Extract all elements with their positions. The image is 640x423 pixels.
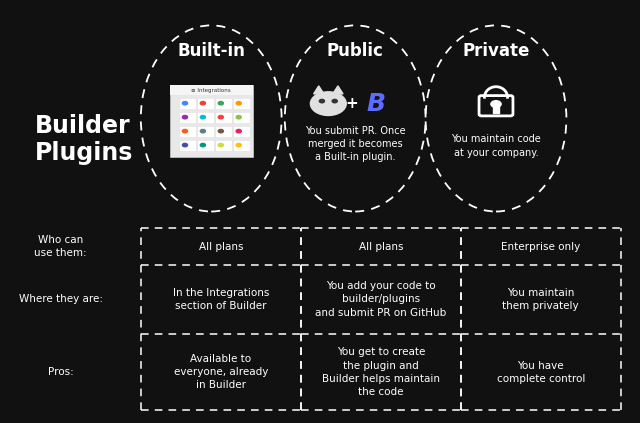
Circle shape bbox=[236, 143, 241, 147]
FancyBboxPatch shape bbox=[216, 113, 232, 124]
Circle shape bbox=[182, 102, 188, 105]
FancyBboxPatch shape bbox=[170, 85, 253, 95]
FancyBboxPatch shape bbox=[180, 126, 196, 137]
Circle shape bbox=[319, 99, 324, 103]
Text: Enterprise only: Enterprise only bbox=[501, 242, 580, 252]
Circle shape bbox=[182, 115, 188, 119]
Text: You add your code to
builder/plugins
and submit PR on GitHub: You add your code to builder/plugins and… bbox=[315, 281, 447, 318]
Circle shape bbox=[182, 129, 188, 133]
FancyBboxPatch shape bbox=[180, 99, 196, 110]
Text: All plans: All plans bbox=[198, 242, 243, 252]
Circle shape bbox=[218, 102, 223, 105]
Circle shape bbox=[200, 143, 205, 147]
Text: Who can
use them:: Who can use them: bbox=[35, 236, 87, 258]
FancyBboxPatch shape bbox=[170, 85, 253, 157]
Circle shape bbox=[310, 92, 346, 115]
Text: Public: Public bbox=[327, 42, 383, 60]
Text: +: + bbox=[346, 96, 358, 111]
Circle shape bbox=[491, 101, 501, 107]
FancyBboxPatch shape bbox=[216, 99, 232, 110]
Text: You submit PR. Once
merged it becomes
a Built-in plugin.: You submit PR. Once merged it becomes a … bbox=[305, 126, 406, 162]
Text: Where they are:: Where they are: bbox=[19, 294, 103, 305]
Text: ≡ Integrations: ≡ Integrations bbox=[191, 88, 231, 93]
Circle shape bbox=[182, 143, 188, 147]
Circle shape bbox=[218, 129, 223, 133]
Text: In the Integrations
section of Builder: In the Integrations section of Builder bbox=[173, 288, 269, 311]
Polygon shape bbox=[333, 86, 343, 94]
FancyBboxPatch shape bbox=[198, 126, 214, 137]
Text: All plans: All plans bbox=[358, 242, 403, 252]
Circle shape bbox=[236, 115, 241, 119]
Circle shape bbox=[218, 143, 223, 147]
Text: You maintain code
at your company.: You maintain code at your company. bbox=[451, 135, 541, 157]
FancyBboxPatch shape bbox=[180, 113, 196, 124]
FancyBboxPatch shape bbox=[234, 126, 250, 137]
FancyBboxPatch shape bbox=[198, 113, 214, 124]
Text: B: B bbox=[366, 92, 385, 115]
FancyBboxPatch shape bbox=[234, 99, 250, 110]
Text: Built-in: Built-in bbox=[177, 42, 245, 60]
Circle shape bbox=[236, 102, 241, 105]
Polygon shape bbox=[314, 86, 324, 94]
Text: Available to
everyone, already
in Builder: Available to everyone, already in Builde… bbox=[173, 354, 268, 390]
FancyBboxPatch shape bbox=[216, 126, 232, 137]
FancyBboxPatch shape bbox=[198, 99, 214, 110]
Text: You get to create
the plugin and
Builder helps maintain
the code: You get to create the plugin and Builder… bbox=[322, 347, 440, 397]
FancyBboxPatch shape bbox=[234, 140, 250, 151]
Text: Builder
Plugins: Builder Plugins bbox=[35, 114, 134, 165]
FancyBboxPatch shape bbox=[216, 140, 232, 151]
FancyBboxPatch shape bbox=[234, 113, 250, 124]
FancyBboxPatch shape bbox=[180, 140, 196, 151]
Circle shape bbox=[236, 129, 241, 133]
Circle shape bbox=[200, 102, 205, 105]
Text: You maintain
them privately: You maintain them privately bbox=[502, 288, 579, 311]
Text: Pros:: Pros: bbox=[48, 367, 74, 377]
Circle shape bbox=[200, 129, 205, 133]
Circle shape bbox=[218, 115, 223, 119]
Circle shape bbox=[332, 99, 337, 103]
FancyBboxPatch shape bbox=[198, 140, 214, 151]
Text: Private: Private bbox=[462, 42, 530, 60]
Text: You have
complete control: You have complete control bbox=[497, 360, 585, 384]
Circle shape bbox=[200, 115, 205, 119]
